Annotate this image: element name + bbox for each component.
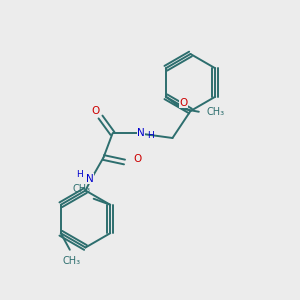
Text: CH₃: CH₃: [73, 184, 91, 194]
Text: N: N: [86, 173, 94, 184]
Text: N: N: [137, 128, 145, 139]
Text: H: H: [76, 170, 83, 179]
Text: O: O: [92, 106, 100, 116]
Text: CH₃: CH₃: [62, 256, 80, 266]
Text: O: O: [180, 98, 188, 108]
Text: O: O: [134, 154, 142, 164]
Text: H: H: [148, 130, 154, 140]
Text: CH₃: CH₃: [206, 107, 224, 117]
